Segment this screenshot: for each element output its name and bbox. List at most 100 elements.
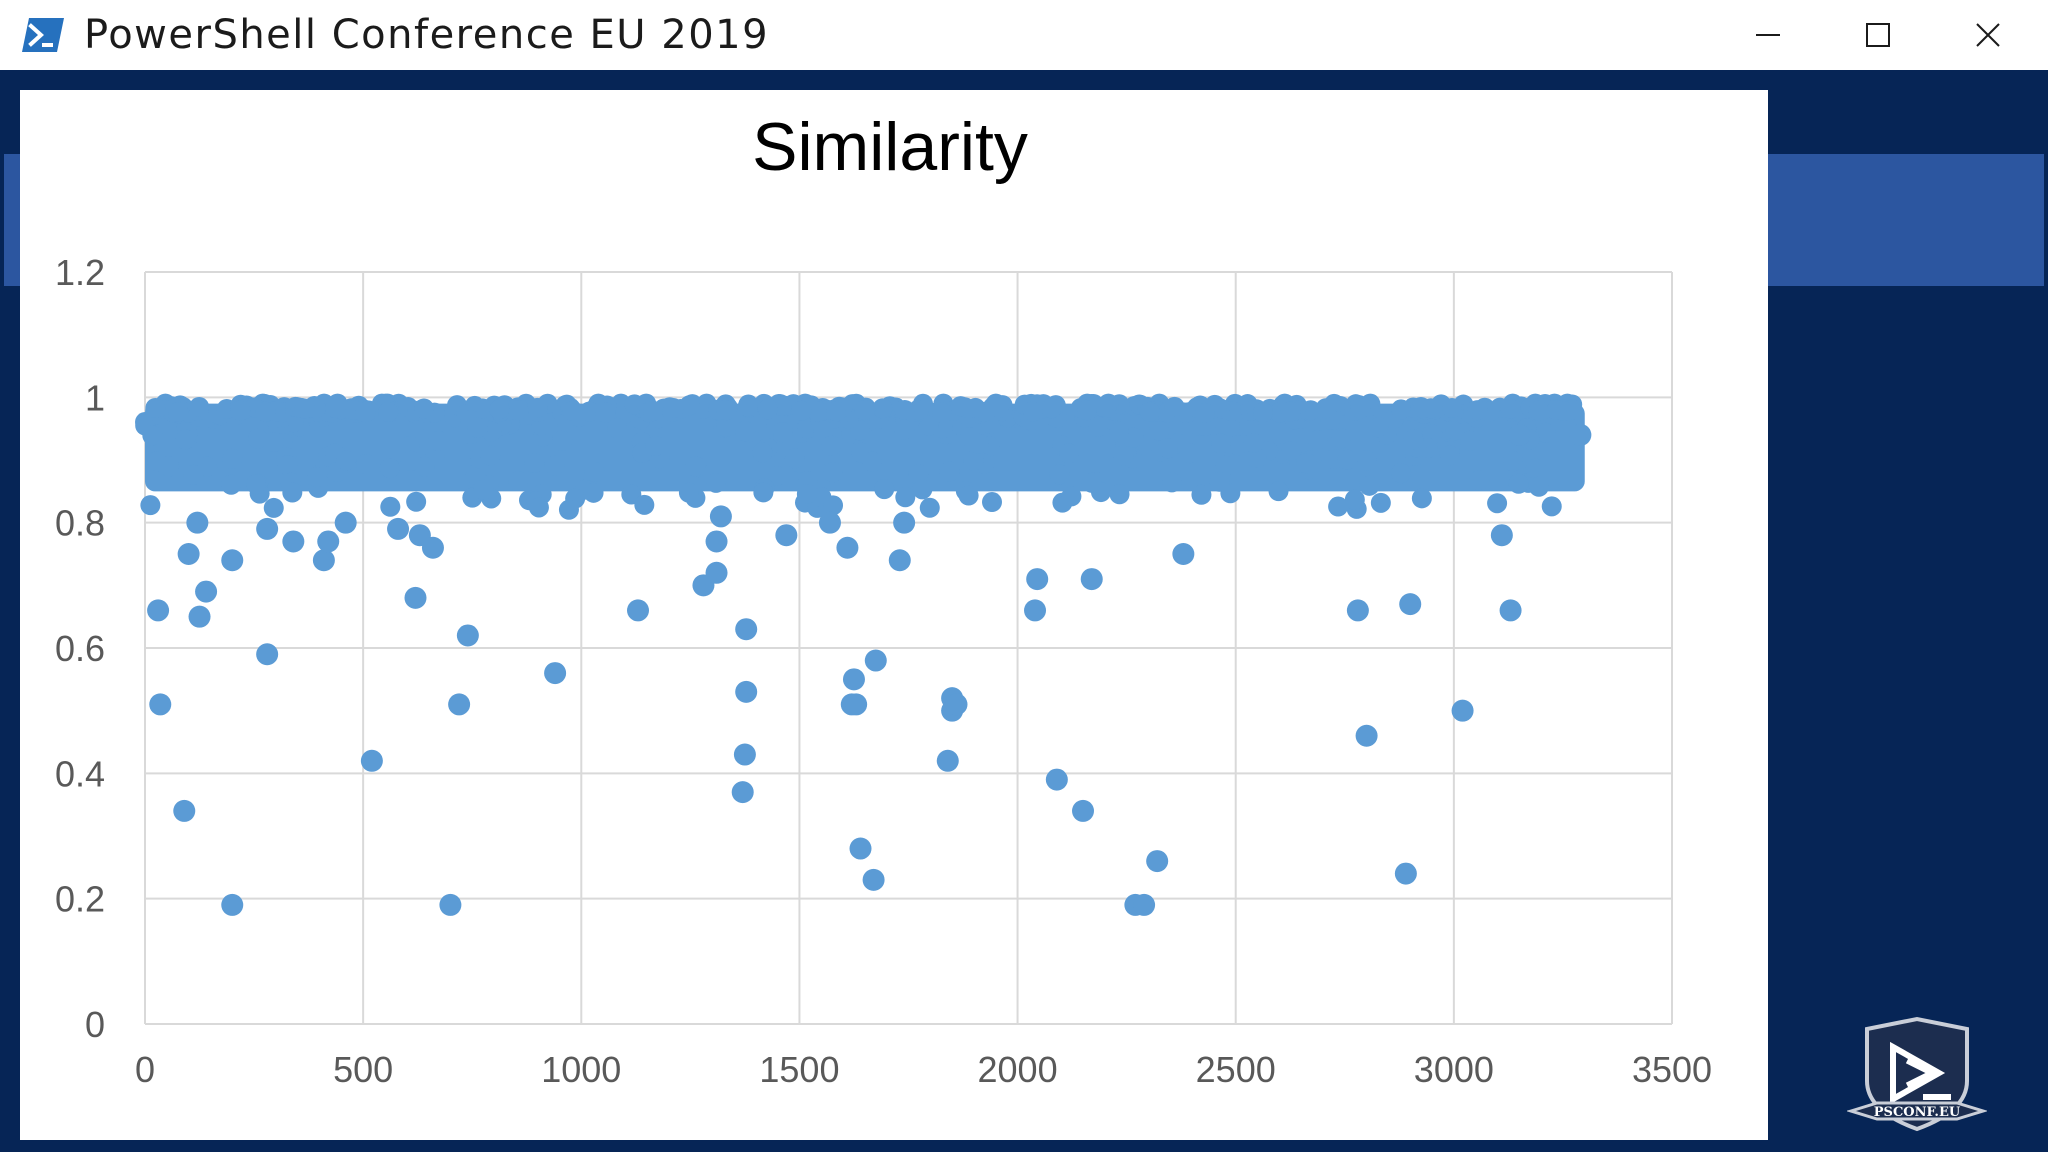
band-point [1227, 435, 1248, 456]
band-point [255, 401, 276, 422]
band-point [508, 470, 529, 491]
band-point [1359, 475, 1380, 496]
data-point [334, 511, 357, 534]
band-point [1022, 401, 1043, 422]
band-point [325, 397, 346, 418]
minimize-button[interactable] [1713, 0, 1823, 70]
data-point [1080, 568, 1103, 591]
band-point [1541, 496, 1562, 517]
band-point [355, 402, 376, 423]
band-point [168, 401, 189, 422]
band-point [1179, 443, 1200, 464]
data-point [818, 511, 841, 534]
data-point [221, 893, 244, 916]
data-point [1569, 423, 1592, 446]
band-point [1243, 432, 1264, 453]
band-point [189, 396, 210, 417]
data-point [312, 549, 335, 572]
data-point [1508, 423, 1531, 446]
band-point [950, 396, 971, 417]
band-point [473, 479, 494, 500]
data-point [709, 505, 732, 528]
band-point [939, 461, 960, 482]
data-point [1026, 568, 1049, 591]
band-point [1459, 430, 1480, 451]
data-point [360, 749, 383, 772]
chart-points [147, 423, 1592, 916]
data-point [1394, 862, 1417, 885]
band-point [1546, 399, 1567, 420]
data-point [705, 530, 728, 553]
band-point [489, 399, 510, 420]
band-point [1344, 489, 1365, 510]
band-point [263, 431, 284, 452]
data-point [705, 561, 728, 584]
band-point [1528, 400, 1549, 421]
band-point [1191, 484, 1212, 505]
x-tick-label: 3500 [1632, 1049, 1712, 1090]
data-point [317, 530, 340, 553]
psconf-logo: PSCONF.EU [1847, 1016, 1987, 1132]
data-point [149, 693, 172, 716]
y-tick-label: 0.8 [55, 503, 105, 544]
data-point [1146, 850, 1169, 873]
data-point [1045, 768, 1068, 791]
band-point [263, 497, 284, 518]
band-point [757, 399, 778, 420]
band-point [791, 400, 812, 421]
y-tick-label: 0.2 [55, 879, 105, 920]
band-point [918, 415, 939, 436]
band-point [552, 430, 573, 451]
band-point [766, 465, 787, 486]
data-point [456, 624, 479, 647]
band-point [1528, 476, 1549, 497]
band-point [1391, 463, 1412, 484]
band-point [968, 433, 989, 454]
data-point [864, 649, 887, 672]
band-point [159, 456, 180, 477]
data-point [731, 781, 754, 804]
band-point [1211, 433, 1232, 454]
band-point [558, 499, 579, 520]
band-point [1439, 445, 1460, 466]
band-point [919, 497, 940, 518]
data-point [195, 580, 218, 603]
data-point [256, 517, 279, 540]
y-tick-label: 0 [85, 1004, 105, 1045]
title-bar[interactable]: PowerShell Conference EU 2019 [0, 0, 2048, 70]
band-point [1469, 470, 1490, 491]
band-point [1161, 472, 1182, 493]
band-point [1300, 400, 1321, 421]
data-point [188, 605, 211, 628]
close-button[interactable] [1933, 0, 2043, 70]
band-point [247, 428, 268, 449]
band-point [1215, 455, 1236, 476]
band-point [1239, 416, 1260, 437]
data-point [256, 643, 279, 666]
band-point [282, 482, 303, 503]
band-point [1209, 471, 1230, 492]
band-point [428, 430, 449, 451]
band-point [378, 401, 399, 422]
band-point [895, 487, 916, 508]
band-point [772, 422, 793, 443]
band-point [1445, 420, 1466, 441]
band-point [735, 421, 756, 442]
band-point [1412, 398, 1433, 419]
band-point [753, 482, 774, 503]
band-point [544, 455, 565, 476]
band-point [813, 420, 834, 441]
data-point [1172, 543, 1195, 565]
x-tick-label: 2000 [978, 1049, 1058, 1090]
band-point [527, 397, 548, 418]
data-point [842, 668, 865, 691]
x-tick-label: 1000 [541, 1049, 621, 1090]
data-point [1072, 799, 1095, 822]
maximize-button[interactable] [1823, 0, 1933, 70]
band-point [1157, 438, 1178, 459]
data-point [735, 618, 758, 641]
band-point [1268, 481, 1289, 502]
data-point [1346, 599, 1369, 622]
data-point [945, 693, 968, 716]
data-point [836, 536, 859, 559]
